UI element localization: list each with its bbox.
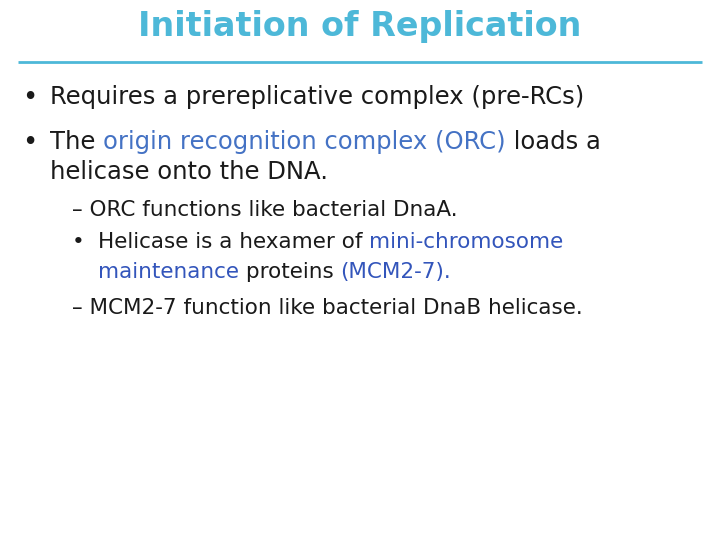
Text: origin recognition complex (ORC): origin recognition complex (ORC) [103,130,505,154]
Text: loads a: loads a [505,130,600,154]
Text: •: • [22,85,37,111]
Text: proteins: proteins [239,262,341,282]
Text: – MCM2-7 function like bacterial DnaB helicase.: – MCM2-7 function like bacterial DnaB he… [72,298,582,318]
Text: mini-chromosome: mini-chromosome [369,232,564,252]
Text: •: • [22,130,37,156]
Text: The: The [50,130,103,154]
Text: maintenance: maintenance [98,262,239,282]
Text: •: • [72,232,85,252]
Text: – ORC functions like bacterial DnaA.: – ORC functions like bacterial DnaA. [72,200,458,220]
Text: (MCM2-7).: (MCM2-7). [341,262,451,282]
Text: helicase onto the DNA.: helicase onto the DNA. [50,160,328,184]
Text: Helicase is a hexamer of: Helicase is a hexamer of [98,232,369,252]
Text: Initiation of Replication: Initiation of Replication [138,10,582,43]
Text: Requires a prereplicative complex (pre-RCs): Requires a prereplicative complex (pre-R… [50,85,584,109]
